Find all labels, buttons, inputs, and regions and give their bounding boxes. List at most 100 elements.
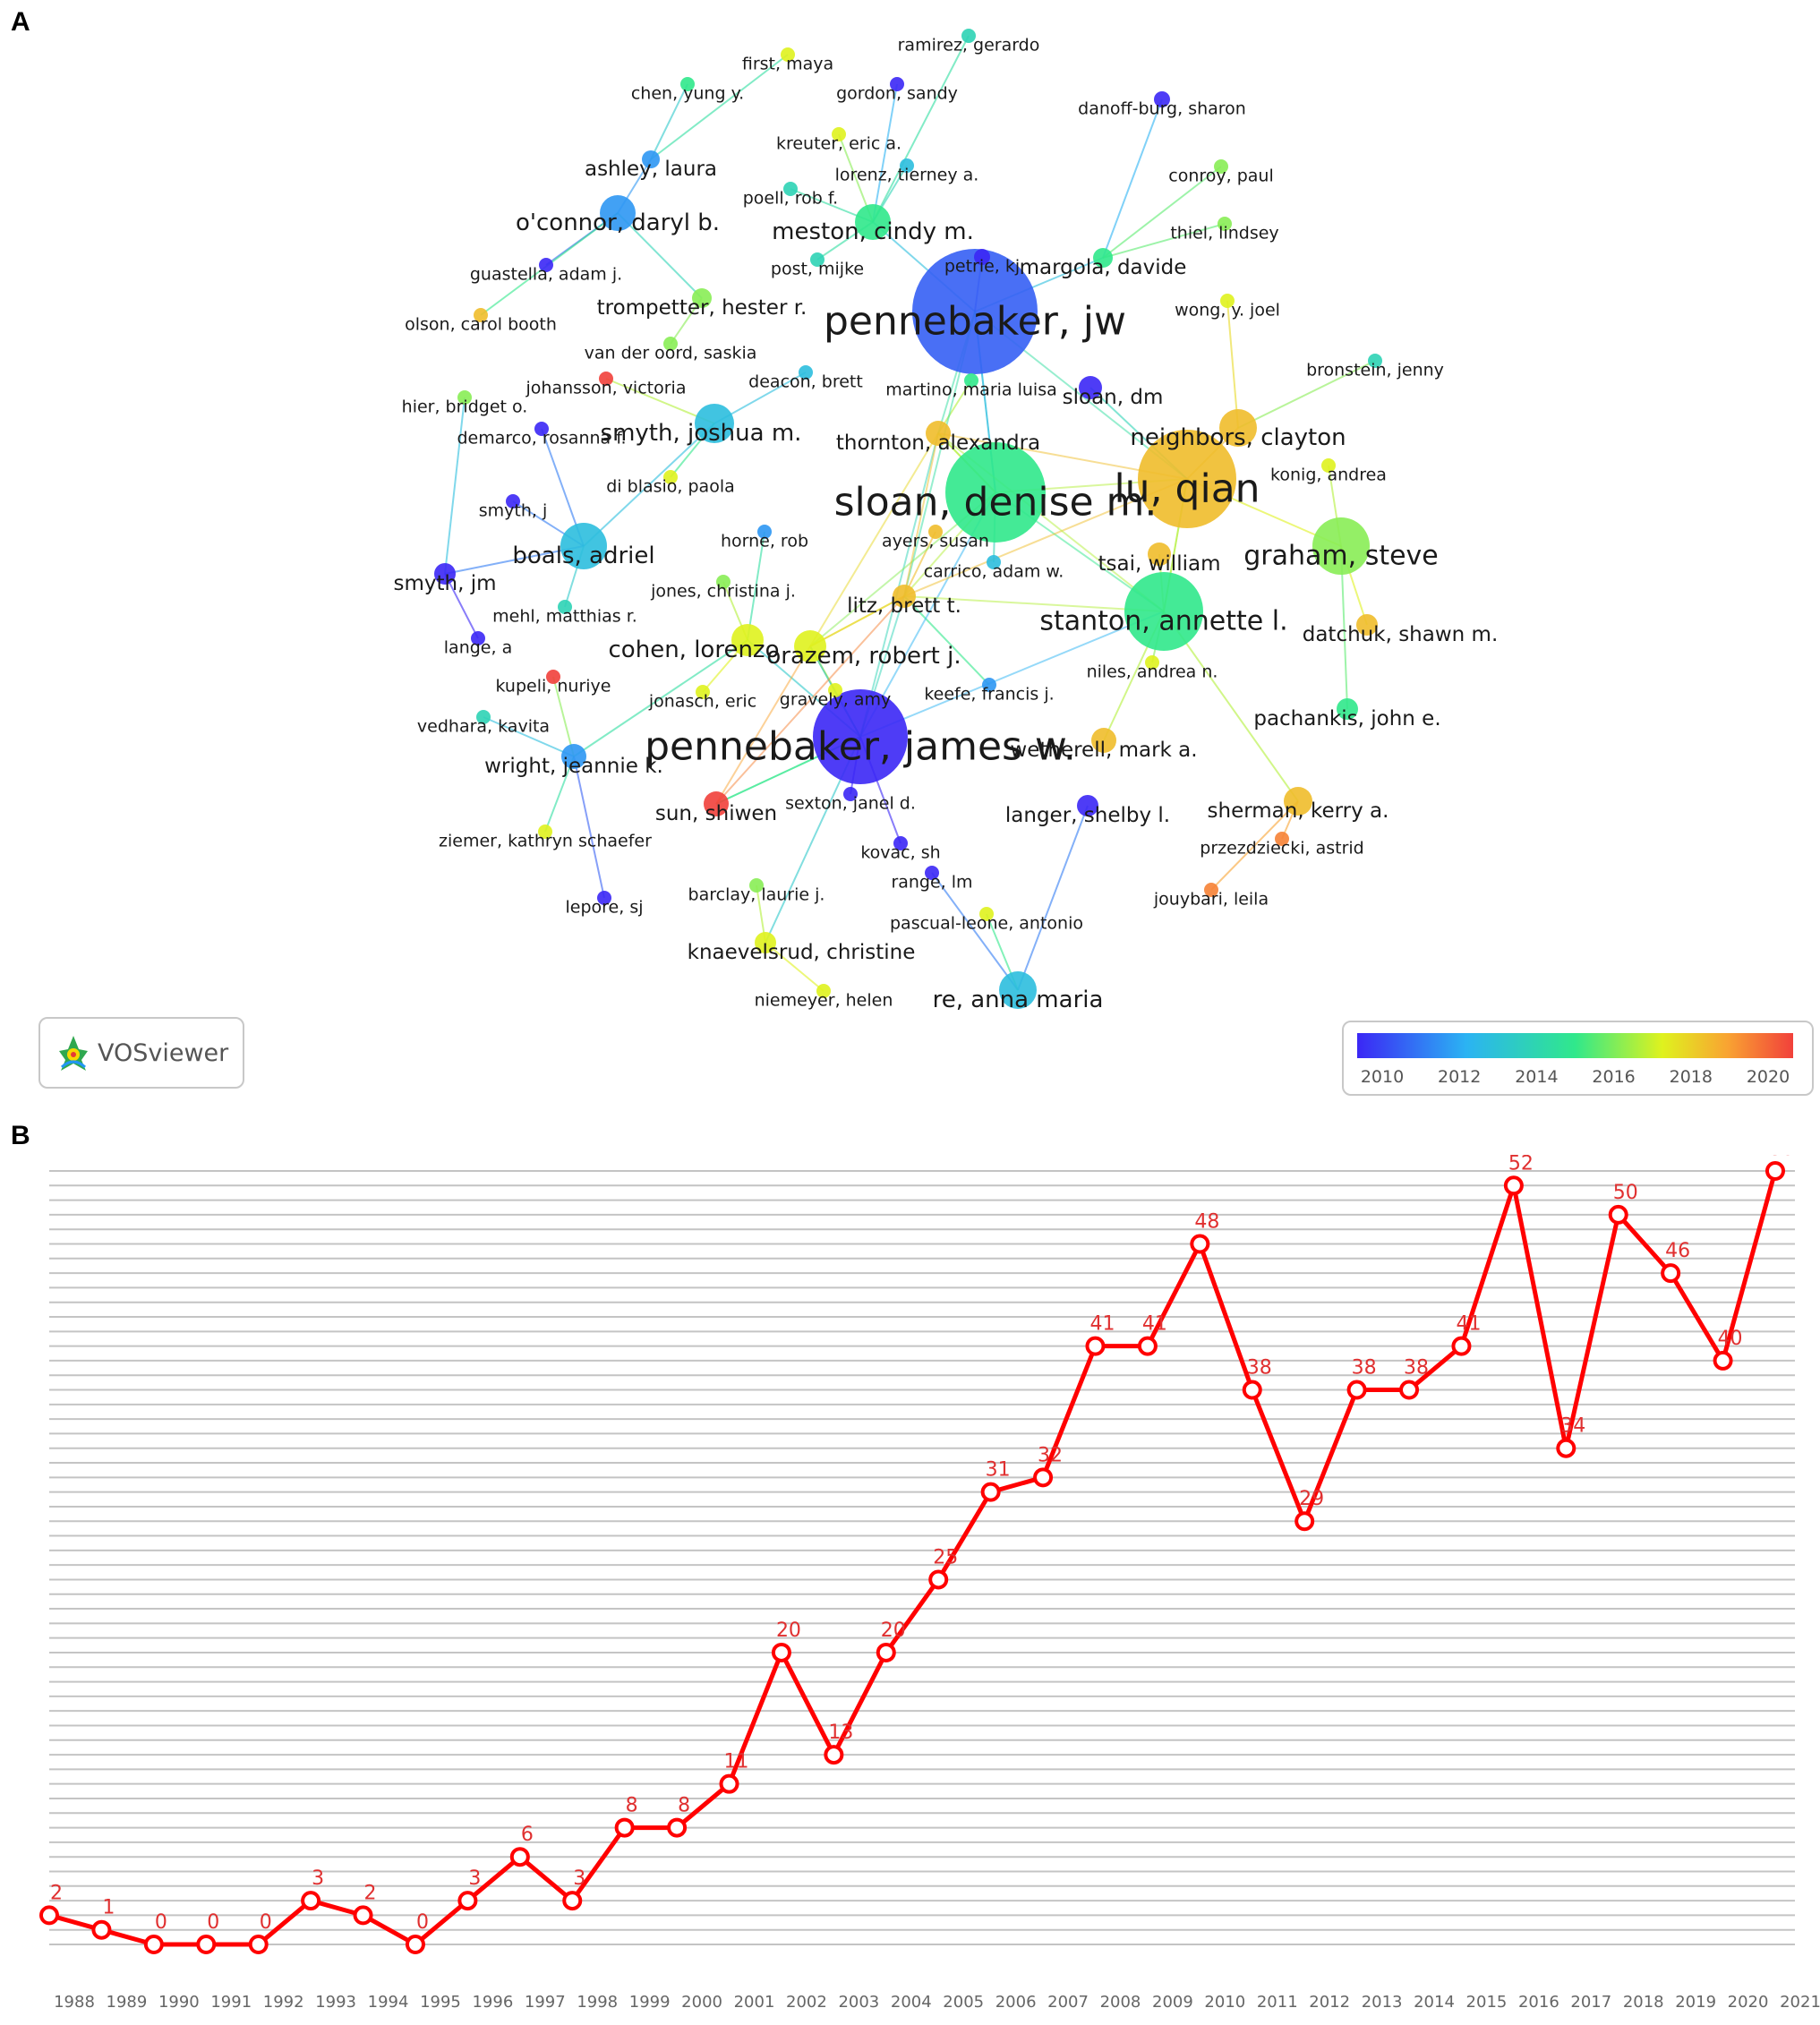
- author-node: [599, 372, 613, 386]
- network-edge: [1102, 98, 1163, 259]
- author-node: [1275, 832, 1289, 846]
- data-label: 1: [102, 1897, 115, 1919]
- author-label: margola, davide: [1020, 256, 1187, 279]
- data-label: 11: [724, 1751, 749, 1773]
- author-label: boals, adriel: [512, 543, 654, 569]
- author-node: [1145, 655, 1159, 670]
- author-label: pennebaker, james w.: [645, 723, 1076, 769]
- data-label: 38: [1404, 1357, 1429, 1380]
- author-node: [945, 442, 1046, 543]
- data-label: 38: [1352, 1357, 1377, 1380]
- author-label: niemeyer, helen: [755, 991, 893, 1011]
- x-tick-label: 2010: [1204, 1993, 1245, 2012]
- author-label: wong, y. joel: [1175, 301, 1280, 320]
- x-tick-label: 2002: [786, 1993, 827, 2012]
- legend-ticks: 2010 2012 2014 2016 2018 2020: [1357, 1067, 1793, 1089]
- author-label: smyth, j: [479, 501, 548, 521]
- data-point: [143, 1935, 164, 1954]
- network-edge: [903, 531, 936, 597]
- x-tick-label: 2006: [995, 1993, 1037, 2012]
- author-node: [534, 422, 549, 436]
- data-point: [1033, 1467, 1054, 1488]
- author-node: [1077, 795, 1098, 816]
- author-label: range, lm: [891, 873, 972, 893]
- series-line: [48, 1170, 1778, 1947]
- data-label: 34: [1560, 1415, 1585, 1438]
- vosviewer-logo-icon: [59, 1036, 88, 1071]
- x-tick-label: 2021: [1780, 1993, 1820, 2012]
- author-label: kupeli, nuriye: [496, 677, 611, 696]
- data-point: [667, 1817, 688, 1838]
- author-label: jonasch, eric: [648, 692, 756, 712]
- network-edge: [859, 611, 1165, 738]
- author-node: [597, 891, 611, 905]
- author-node: [1368, 354, 1382, 368]
- author-node: [813, 689, 908, 784]
- author-label: hier, bridget o.: [402, 397, 528, 417]
- author-node: [1079, 376, 1102, 399]
- author-node: [692, 288, 712, 308]
- data-label: 50: [1613, 1182, 1638, 1204]
- network-edge: [444, 397, 466, 575]
- author-label: tsai, william: [1098, 552, 1221, 576]
- author-label: przezdziecki, astrid: [1200, 839, 1363, 859]
- author-node: [560, 523, 607, 569]
- x-tick-label: 2018: [1623, 1993, 1664, 2012]
- author-label: niles, andrea n.: [1087, 662, 1218, 682]
- data-label: 0: [416, 1911, 429, 1934]
- author-label: trompetter, hester r.: [597, 296, 807, 320]
- author-node: [1219, 409, 1257, 447]
- author-label: sexton, janel d.: [785, 794, 916, 814]
- x-tick-label: 2012: [1309, 1993, 1350, 2012]
- author-node: [1218, 217, 1232, 231]
- author-label: gordon, sandy: [836, 84, 958, 104]
- author-label: johansson, victoria: [525, 379, 687, 398]
- author-node: [663, 470, 678, 484]
- publications-line-chart: 1988 1989 1990 1991 1992 1993 1994 1995 1996 1997…: [39, 1155, 1820, 2012]
- author-label: keefe, francis j.: [924, 685, 1054, 705]
- network-edge: [809, 432, 939, 647]
- legend-tick-label: 2016: [1592, 1067, 1636, 1087]
- panel-label-a: A: [11, 7, 30, 37]
- author-node: [476, 710, 491, 724]
- author-label: olson, carol booth: [405, 315, 557, 335]
- author-label: lange, a: [444, 638, 512, 658]
- network-edge: [483, 716, 575, 757]
- author-node: [471, 631, 485, 645]
- network-edge: [1210, 800, 1299, 891]
- network-edge: [903, 478, 1188, 597]
- author-node: [1321, 458, 1336, 473]
- author-label: smyth, jm: [393, 572, 496, 595]
- x-tick-label: 1999: [629, 1993, 671, 2012]
- author-node: [539, 258, 553, 272]
- data-point: [1556, 1438, 1576, 1458]
- data-point: [771, 1642, 791, 1662]
- author-label: graham, steve: [1243, 541, 1439, 572]
- author-node: [757, 525, 772, 539]
- x-axis-ticks: 1988 1989 1990 1991 1992 1993 1994 1995 1996 1997…: [54, 1993, 1820, 2012]
- network-edge: [1017, 805, 1089, 991]
- author-node: [816, 984, 831, 998]
- network-edge: [1226, 300, 1239, 429]
- data-point: [1451, 1336, 1472, 1356]
- data-point: [562, 1891, 583, 1911]
- author-node: [1124, 572, 1203, 651]
- network-edge: [809, 595, 905, 647]
- grid-lines: [49, 1170, 1795, 1945]
- data-label: 6: [521, 1824, 534, 1846]
- x-tick-label: 1998: [577, 1993, 618, 2012]
- author-label: o'connor, daryl b.: [516, 209, 720, 236]
- data-point: [301, 1891, 321, 1911]
- author-node: [794, 630, 826, 662]
- data-label: 41: [1456, 1313, 1481, 1336]
- author-node: [1154, 91, 1170, 107]
- network-edge: [573, 756, 605, 899]
- author-label: litz, brett t.: [847, 594, 961, 618]
- author-label: lorenz, tierney a.: [835, 166, 979, 185]
- network-edge: [859, 432, 939, 738]
- network-edge: [872, 35, 970, 223]
- author-node: [781, 47, 795, 62]
- x-tick-label: 2011: [1257, 1993, 1298, 2012]
- author-label: chen, yung y.: [631, 84, 744, 104]
- data-label: 41: [1142, 1313, 1167, 1336]
